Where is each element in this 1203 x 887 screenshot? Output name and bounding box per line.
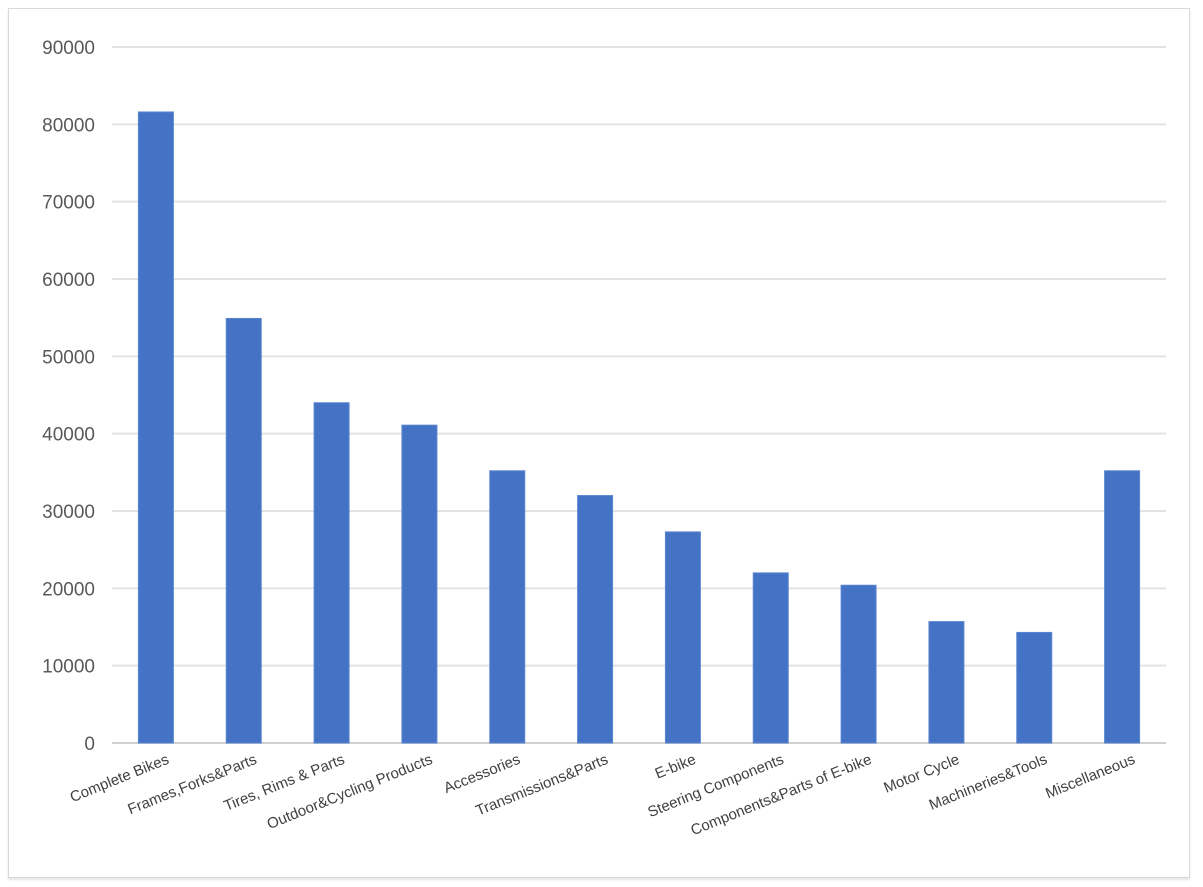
y-tick-label: 30000 — [42, 502, 95, 523]
y-tick-label: 50000 — [42, 347, 95, 368]
x-category-label: Outdoor&Cycling Products — [265, 751, 435, 833]
y-tick-label: 60000 — [42, 270, 95, 291]
bar — [313, 402, 350, 744]
bar — [1016, 631, 1053, 744]
y-tick-label: 40000 — [42, 425, 95, 446]
bar — [840, 584, 877, 744]
y-tick-label: 10000 — [42, 657, 95, 678]
x-category-label: E-bike — [653, 751, 699, 783]
y-tick-label: 0 — [84, 734, 95, 755]
y-tick-label: 80000 — [42, 115, 95, 136]
bar — [137, 111, 174, 744]
y-tick-label: 70000 — [42, 193, 95, 214]
bar — [489, 470, 526, 744]
bar — [752, 572, 789, 744]
bar — [928, 621, 965, 744]
x-category-label: Miscellaneous — [1043, 751, 1137, 802]
y-tick-label: 90000 — [42, 38, 95, 59]
bar — [225, 317, 262, 744]
y-tick-label: 20000 — [42, 579, 95, 600]
bar — [664, 531, 701, 744]
bar — [401, 424, 438, 744]
bar — [577, 495, 614, 744]
bar — [1104, 470, 1141, 744]
